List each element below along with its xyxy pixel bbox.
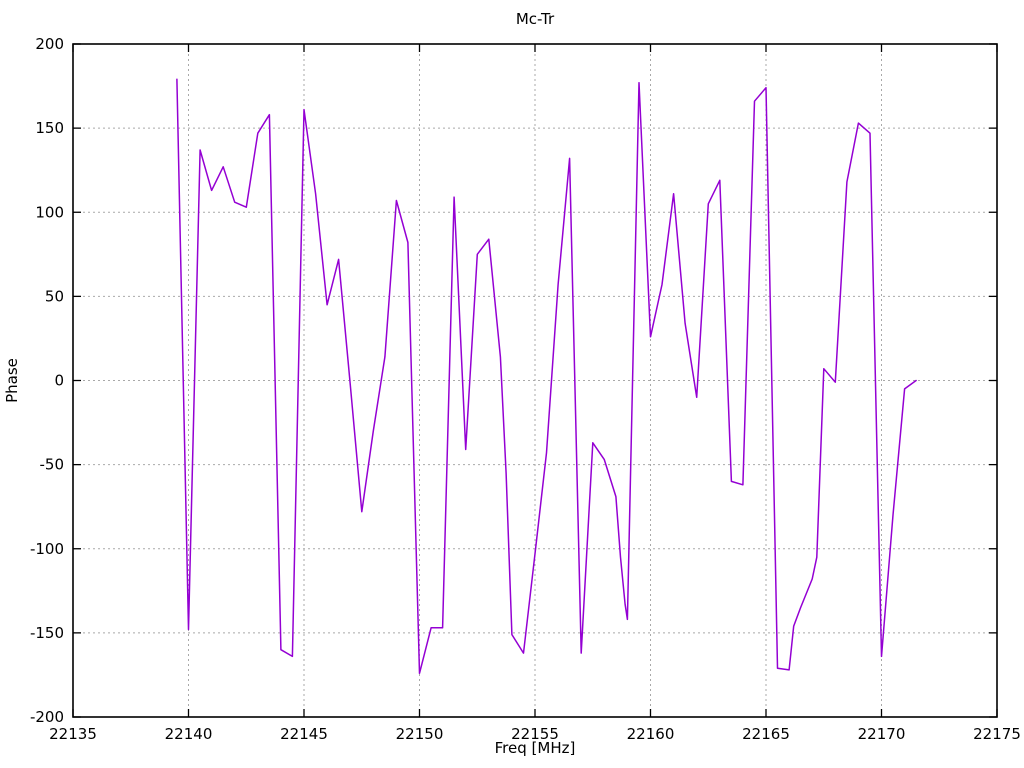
- x-tick-label: 22145: [280, 725, 328, 743]
- x-tick-label: 22175: [973, 725, 1021, 743]
- y-tick-label: 200: [35, 35, 64, 53]
- chart-title: Mc-Tr: [516, 10, 555, 28]
- x-tick-label: 22135: [49, 725, 97, 743]
- y-tick-label: -50: [40, 456, 65, 474]
- y-tick-label: 0: [54, 372, 64, 390]
- y-tick-label: -150: [30, 624, 64, 642]
- x-tick-label: 22170: [858, 725, 906, 743]
- x-tick-label: 22155: [511, 725, 559, 743]
- grid-layer: [73, 44, 997, 717]
- x-tick-label: 22160: [627, 725, 675, 743]
- y-tick-label: 150: [35, 119, 64, 137]
- plot-border: [72, 43, 998, 718]
- y-tick-label: 100: [35, 203, 64, 221]
- x-axis-label: Freq [MHz]: [495, 739, 576, 757]
- x-tick-label: 22140: [165, 725, 213, 743]
- y-axis-label: Phase: [3, 358, 21, 403]
- y-tick-label: -100: [30, 540, 64, 558]
- x-tick-label: 22150: [396, 725, 444, 743]
- tick-label-layer: 22135 22140 22145 22150 22155 22160 22165 22170…: [30, 35, 1021, 743]
- y-tick-label: 50: [45, 287, 64, 305]
- phase-trace: [176, 78, 917, 675]
- y-tick-label: -200: [30, 708, 64, 726]
- x-tick-label: 22165: [742, 725, 790, 743]
